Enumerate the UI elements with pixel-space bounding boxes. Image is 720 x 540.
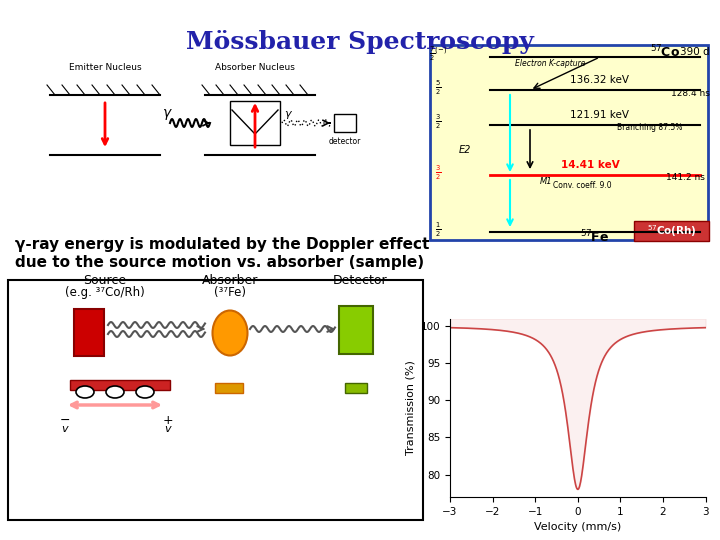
Text: +: +: [163, 414, 174, 427]
Text: 121.91 keV: 121.91 keV: [570, 110, 629, 120]
Ellipse shape: [106, 386, 124, 398]
FancyBboxPatch shape: [430, 45, 708, 240]
Text: γ-ray energy is modulated by the Doppler effect: γ-ray energy is modulated by the Doppler…: [15, 237, 429, 252]
Text: 136.32 keV: 136.32 keV: [570, 75, 629, 85]
Text: $^{57}$Co: $^{57}$Co: [650, 44, 680, 60]
Text: due to the source motion vs. absorber (sample): due to the source motion vs. absorber (s…: [15, 255, 424, 270]
Text: $\gamma$: $\gamma$: [162, 107, 173, 123]
Text: 1 mm/s  →  48 neV: 1 mm/s → 48 neV: [477, 470, 672, 489]
Text: 141.2 ns: 141.2 ns: [665, 173, 704, 183]
Text: $\frac{7}{2}^{(-)}$: $\frac{7}{2}^{(-)}$: [429, 45, 447, 63]
Text: (³⁷Fe): (³⁷Fe): [214, 286, 246, 299]
Text: Electron K-capture: Electron K-capture: [515, 59, 585, 68]
X-axis label: Velocity (mm/s): Velocity (mm/s): [534, 522, 621, 532]
Text: −: −: [60, 414, 71, 427]
Text: Detector: Detector: [333, 274, 387, 287]
FancyBboxPatch shape: [230, 101, 280, 145]
Text: $^{57}$Co(Rh): $^{57}$Co(Rh): [647, 223, 697, 239]
FancyBboxPatch shape: [345, 383, 367, 393]
Text: Mössbauer Spectroscopy: Mössbauer Spectroscopy: [186, 30, 534, 54]
Ellipse shape: [136, 386, 154, 398]
Text: v: v: [62, 424, 68, 434]
Ellipse shape: [212, 310, 248, 355]
Text: $\frac{3}{2}$: $\frac{3}{2}$: [435, 164, 441, 182]
Text: $\frac{3}{2}$: $\frac{3}{2}$: [435, 113, 441, 131]
FancyBboxPatch shape: [334, 114, 356, 132]
Text: Source: Source: [84, 274, 127, 287]
FancyBboxPatch shape: [70, 380, 170, 390]
Text: detector: detector: [329, 137, 361, 146]
FancyBboxPatch shape: [634, 221, 709, 241]
Text: (e.g. ³⁷Co/Rh): (e.g. ³⁷Co/Rh): [65, 286, 145, 299]
Text: 14.41 keV: 14.41 keV: [561, 160, 619, 170]
Text: 128.4 ns: 128.4 ns: [670, 89, 709, 98]
Text: M1: M1: [540, 178, 553, 186]
FancyBboxPatch shape: [339, 306, 373, 354]
Text: 390 d: 390 d: [680, 47, 710, 57]
Text: $\frac{5}{2}$: $\frac{5}{2}$: [435, 79, 441, 97]
Text: Absorber: Absorber: [202, 274, 258, 287]
Text: $^{57}$Fe: $^{57}$Fe: [580, 229, 610, 245]
Ellipse shape: [76, 386, 94, 398]
FancyBboxPatch shape: [8, 280, 423, 520]
Text: E2: E2: [459, 145, 471, 155]
FancyBboxPatch shape: [215, 383, 243, 393]
Text: Conv. coeff. 9.0: Conv. coeff. 9.0: [553, 180, 611, 190]
Y-axis label: Transmission (%): Transmission (%): [405, 360, 415, 455]
Text: Absorber Nucleus: Absorber Nucleus: [215, 63, 295, 72]
FancyBboxPatch shape: [74, 309, 104, 356]
Text: Branching 87.5%: Branching 87.5%: [617, 124, 683, 132]
Text: Emitter Nucleus: Emitter Nucleus: [68, 63, 141, 72]
Text: $\gamma$: $\gamma$: [284, 109, 293, 121]
Text: $\frac{1}{2}$: $\frac{1}{2}$: [435, 221, 441, 239]
Text: v: v: [165, 424, 171, 434]
